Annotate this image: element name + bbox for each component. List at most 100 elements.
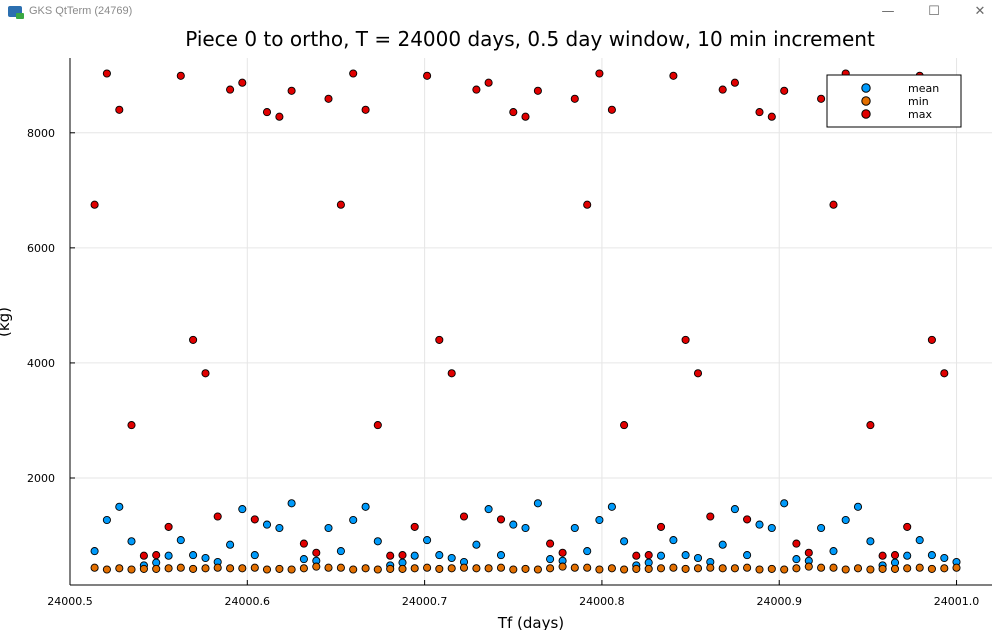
- point-min: [189, 564, 198, 573]
- window-titlebar: GKS QtTerm (24769) — ☐ ✕: [0, 0, 999, 24]
- point-mean: [250, 551, 259, 560]
- point-max: [102, 69, 111, 78]
- grid: [69, 58, 992, 585]
- point-max: [152, 551, 161, 560]
- point-min: [361, 564, 370, 573]
- point-max: [607, 105, 616, 114]
- point-mean: [927, 551, 936, 560]
- point-max: [238, 78, 247, 87]
- point-mean: [484, 505, 493, 514]
- point-max: [927, 335, 936, 344]
- point-min: [238, 564, 247, 573]
- point-max: [336, 200, 345, 209]
- point-mean: [693, 553, 703, 563]
- point-mean: [127, 537, 136, 546]
- point-max: [817, 94, 826, 103]
- point-mean: [718, 540, 727, 549]
- point-min: [804, 562, 813, 571]
- point-max: [176, 71, 185, 80]
- point-max: [706, 512, 715, 521]
- point-min: [312, 562, 321, 571]
- point-mean: [509, 520, 518, 529]
- point-min: [447, 564, 456, 573]
- point-max: [570, 94, 579, 103]
- point-mean: [915, 536, 924, 545]
- point-mean: [90, 547, 99, 556]
- point-mean: [435, 551, 444, 560]
- point-min: [669, 563, 678, 572]
- point-min: [250, 563, 259, 572]
- point-max: [484, 78, 493, 87]
- chart-title: Piece 0 to ortho, T = 24000 days, 0.5 da…: [185, 27, 875, 51]
- point-max: [472, 85, 481, 94]
- point-mean: [829, 547, 838, 556]
- point-max: [226, 85, 235, 94]
- point-min: [201, 564, 210, 573]
- point-max: [262, 108, 272, 117]
- point-max: [410, 522, 419, 531]
- point-mean: [903, 551, 912, 560]
- point-mean: [115, 502, 124, 511]
- point-min: [940, 564, 949, 573]
- point-mean: [189, 551, 198, 560]
- point-max: [546, 539, 555, 548]
- point-max: [755, 108, 764, 117]
- x-tick-label: 24000.7: [402, 595, 448, 608]
- point-min: [213, 563, 222, 572]
- point-mean: [841, 515, 850, 525]
- point-mean: [940, 553, 949, 563]
- maximize-button[interactable]: ☐: [928, 4, 940, 19]
- point-mean: [755, 520, 764, 529]
- point-min: [607, 564, 616, 573]
- point-mean: [262, 520, 272, 529]
- x-axis-label: Tf (days): [497, 614, 564, 630]
- point-max: [213, 512, 222, 521]
- point-mean: [299, 555, 308, 564]
- legend-marker-min: [861, 96, 871, 106]
- point-min: [262, 565, 272, 574]
- point-mean: [373, 537, 382, 546]
- point-min: [386, 564, 395, 573]
- point-max: [595, 69, 604, 78]
- point-min: [755, 565, 764, 574]
- point-max: [521, 112, 530, 121]
- point-max: [940, 369, 949, 378]
- point-mean: [496, 551, 506, 560]
- point-min: [139, 564, 148, 573]
- legend-marker-max: [861, 109, 871, 119]
- point-max: [829, 200, 838, 209]
- point-max: [373, 421, 382, 430]
- point-max: [533, 86, 542, 95]
- close-button[interactable]: ✕: [974, 4, 986, 19]
- point-mean: [521, 523, 530, 533]
- point-max: [349, 69, 358, 78]
- point-min: [903, 564, 912, 573]
- point-max: [398, 551, 407, 560]
- point-mean: [275, 523, 284, 533]
- point-max: [127, 421, 136, 430]
- point-mean: [423, 536, 432, 545]
- point-min: [152, 564, 161, 573]
- point-min: [115, 564, 124, 573]
- point-max: [866, 421, 875, 430]
- point-mean: [866, 537, 875, 546]
- point-mean: [349, 515, 358, 525]
- point-min: [927, 564, 936, 573]
- point-min: [706, 563, 715, 572]
- point-max: [558, 548, 567, 557]
- point-min: [127, 565, 136, 574]
- point-min: [890, 564, 900, 573]
- point-max: [299, 539, 308, 548]
- point-min: [533, 565, 542, 574]
- y-axis-label: (kg): [0, 307, 13, 337]
- point-mean: [336, 547, 345, 556]
- point-min: [644, 564, 653, 573]
- point-max: [287, 86, 296, 95]
- point-mean: [226, 540, 235, 549]
- point-mean: [102, 515, 111, 525]
- point-min: [656, 564, 666, 573]
- minimize-button[interactable]: —: [881, 4, 895, 19]
- legend-label-mean: mean: [908, 82, 939, 95]
- point-min: [336, 563, 345, 572]
- point-max: [644, 551, 653, 560]
